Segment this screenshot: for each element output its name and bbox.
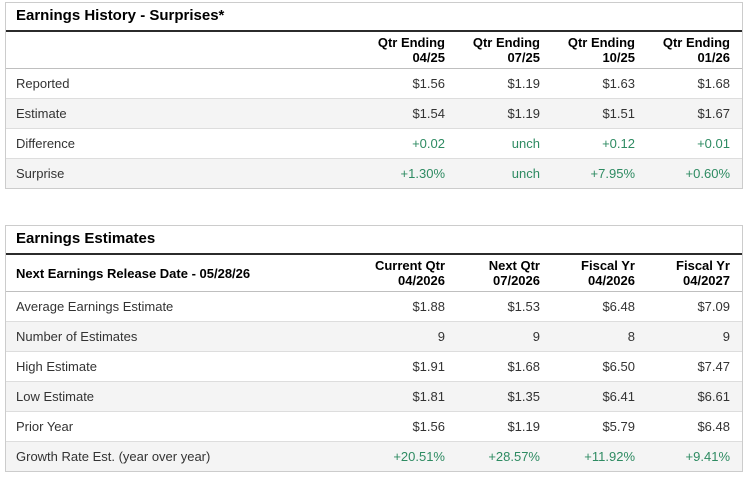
value-cell: +0.60%	[685, 166, 730, 181]
value-cell: $1.91	[412, 359, 445, 374]
table-row: Surprise +1.30% unch +7.95% +0.60%	[6, 158, 742, 188]
value-cell: +20.51%	[393, 449, 445, 464]
value-cell: $1.68	[697, 76, 730, 91]
row-label: Difference	[16, 136, 76, 151]
table-body: Average Earnings Estimate $1.88 $1.53 $6.4…	[6, 292, 742, 471]
row-label: High Estimate	[16, 359, 97, 374]
column-header: Current Qtr 04/2026	[374, 258, 445, 288]
table-title: Earnings History - Surprises*	[6, 3, 742, 32]
row-label: Number of Estimates	[16, 329, 138, 344]
value-cell: unch	[511, 166, 540, 181]
value-cell: 8	[627, 329, 635, 344]
table-row: Estimate $1.54 $1.19 $1.51 $1.67	[6, 98, 742, 128]
value-cell: $5.79	[602, 419, 635, 434]
value-cell: $1.19	[507, 106, 540, 121]
column-header: Qtr Ending 01/26	[662, 35, 730, 65]
value-cell: $1.35	[507, 389, 540, 404]
column-header: Fiscal Yr 04/2026	[581, 258, 635, 288]
tables: Earnings History - Surprises* Qtr Ending…	[5, 2, 743, 472]
row-label: Average Earnings Estimate	[16, 299, 174, 314]
column-header: Qtr Ending 10/25	[567, 35, 635, 65]
value-cell: $1.63	[602, 76, 635, 91]
table-row: Difference +0.02 unch +0.12 +0.01	[6, 128, 742, 158]
value-cell: $7.47	[697, 359, 730, 374]
value-cell: $1.67	[697, 106, 730, 121]
value-cell: $1.56	[412, 76, 445, 91]
value-cell: $7.09	[697, 299, 730, 314]
row-label: Surprise	[16, 166, 65, 181]
value-cell: $1.54	[412, 106, 445, 121]
value-cell: +0.01	[697, 136, 730, 151]
value-cell: $1.56	[412, 419, 445, 434]
column-header: Qtr Ending 07/25	[472, 35, 540, 65]
value-cell: +7.95%	[590, 166, 635, 181]
value-cell: +9.41%	[685, 449, 730, 464]
header-label: Next Earnings Release Date - 05/28/26	[16, 265, 251, 281]
value-cell: 9	[722, 329, 730, 344]
value-cell: +11.92%	[584, 449, 635, 464]
column-header: Next Qtr 07/2026	[488, 258, 540, 288]
value-cell: $6.48	[697, 419, 730, 434]
table-row: Reported $1.56 $1.19 $1.63 $1.68	[6, 69, 742, 98]
value-cell: $1.19	[507, 76, 540, 91]
value-cell: $1.53	[507, 299, 540, 314]
value-cell: +0.02	[412, 136, 445, 151]
value-cell: $1.81	[412, 389, 445, 404]
table-row: Low Estimate $1.81 $1.35 $6.41 $6.61	[6, 381, 742, 411]
value-cell: +0.12	[602, 136, 635, 151]
table-row: High Estimate $1.91 $1.68 $6.50 $7.47	[6, 351, 742, 381]
table-row: Prior Year $1.56 $1.19 $5.79 $6.48	[6, 411, 742, 441]
table-row: Average Earnings Estimate $1.88 $1.53 $6.4…	[6, 292, 742, 321]
value-cell: $1.19	[507, 419, 540, 434]
table-title: Earnings Estimates	[6, 226, 742, 255]
row-label: Growth Rate Est. (year over year)	[16, 449, 211, 464]
value-cell: $1.88	[412, 299, 445, 314]
column-header: Qtr Ending 04/25	[377, 35, 445, 65]
earnings-table-card: Earnings History - Surprises* Qtr Ending…	[5, 2, 743, 189]
value-cell: unch	[511, 136, 540, 151]
value-cell: 9	[532, 329, 540, 344]
value-cell: $6.41	[602, 389, 635, 404]
value-cell: 9	[437, 329, 445, 344]
value-cell: $6.61	[697, 389, 730, 404]
value-cell: +1.30%	[400, 166, 445, 181]
value-cell: +28.57%	[488, 449, 540, 464]
table-header-row: Next Earnings Release Date - 05/28/26 Cu…	[6, 255, 742, 292]
value-cell: $1.68	[507, 359, 540, 374]
value-cell: $6.50	[602, 359, 635, 374]
row-label: Low Estimate	[16, 389, 95, 404]
value-cell: $1.51	[602, 106, 635, 121]
table-row: Growth Rate Est. (year over year) +20.51…	[6, 441, 742, 471]
row-label: Estimate	[16, 106, 67, 121]
table-header-row: Qtr Ending 04/25 Qtr Ending 07/25 Qtr Ending…	[6, 32, 742, 69]
value-cell: $6.48	[602, 299, 635, 314]
row-label: Reported	[16, 76, 70, 91]
table-row: Number of Estimates 9 9 8 9	[6, 321, 742, 351]
earnings-table-card: Earnings Estimates Next Earnings Release…	[5, 225, 743, 472]
column-header: Fiscal Yr 04/2027	[676, 258, 730, 288]
row-label: Prior Year	[16, 419, 74, 434]
table-body: Reported $1.56 $1.19 $1.63 $1.68 Estimate $…	[6, 69, 742, 188]
